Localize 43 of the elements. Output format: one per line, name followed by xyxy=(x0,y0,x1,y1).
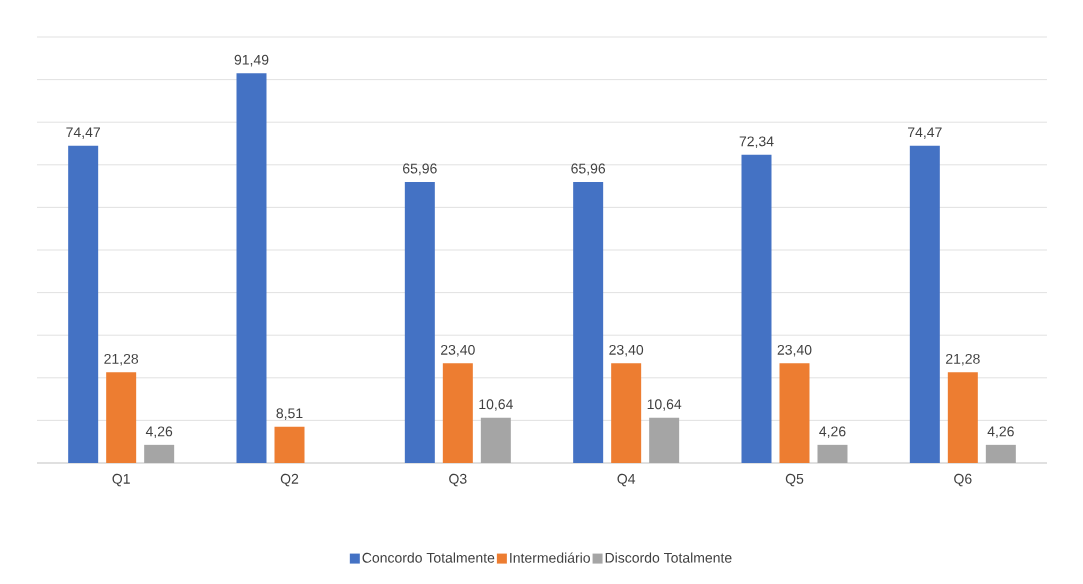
x-tick-label: Q4 xyxy=(617,473,636,487)
bar xyxy=(404,182,435,463)
data-label: 4,26 xyxy=(987,426,1014,438)
bar xyxy=(649,417,680,463)
x-tick-label: Q1 xyxy=(112,473,130,487)
data-label: 23,40 xyxy=(777,344,812,357)
bar xyxy=(909,145,940,463)
bar xyxy=(611,363,642,463)
data-label: 4,26 xyxy=(145,426,173,438)
data-label: 91,49 xyxy=(234,54,269,67)
bar xyxy=(274,426,305,463)
data-label: 21,28 xyxy=(104,353,139,366)
bar xyxy=(106,372,137,463)
data-label: 65,96 xyxy=(571,163,606,176)
bar xyxy=(573,182,604,463)
data-label: 8,51 xyxy=(276,408,303,420)
data-label: 10,64 xyxy=(479,399,513,411)
data-label: 74,47 xyxy=(908,127,942,139)
data-label: 23,40 xyxy=(609,344,644,357)
bar xyxy=(985,444,1016,463)
bar xyxy=(144,444,175,463)
bar xyxy=(68,145,99,463)
x-tick-label: Q6 xyxy=(954,473,972,487)
data-label: 21,28 xyxy=(946,353,980,366)
data-label: 65,96 xyxy=(403,163,437,176)
legend-label: Intermediário xyxy=(510,552,590,563)
legend-label: Discordo Totalmente xyxy=(605,552,732,563)
x-tick-label: Q5 xyxy=(785,473,804,487)
x-tick-label: Q2 xyxy=(280,473,299,487)
data-label: 4,26 xyxy=(819,426,846,438)
x-tick-label: Q3 xyxy=(449,473,467,487)
bar xyxy=(236,73,267,463)
legend-label: Concordo Totalmente xyxy=(362,552,495,563)
bar xyxy=(817,444,848,463)
bar xyxy=(947,372,978,463)
data-label: 23,40 xyxy=(441,344,475,357)
bar xyxy=(741,154,772,463)
bar xyxy=(480,417,511,463)
data-label: 74,47 xyxy=(66,127,100,139)
bar xyxy=(779,363,810,463)
data-label: 72,34 xyxy=(739,136,774,148)
data-label: 10,64 xyxy=(647,399,682,411)
bar xyxy=(442,363,473,463)
